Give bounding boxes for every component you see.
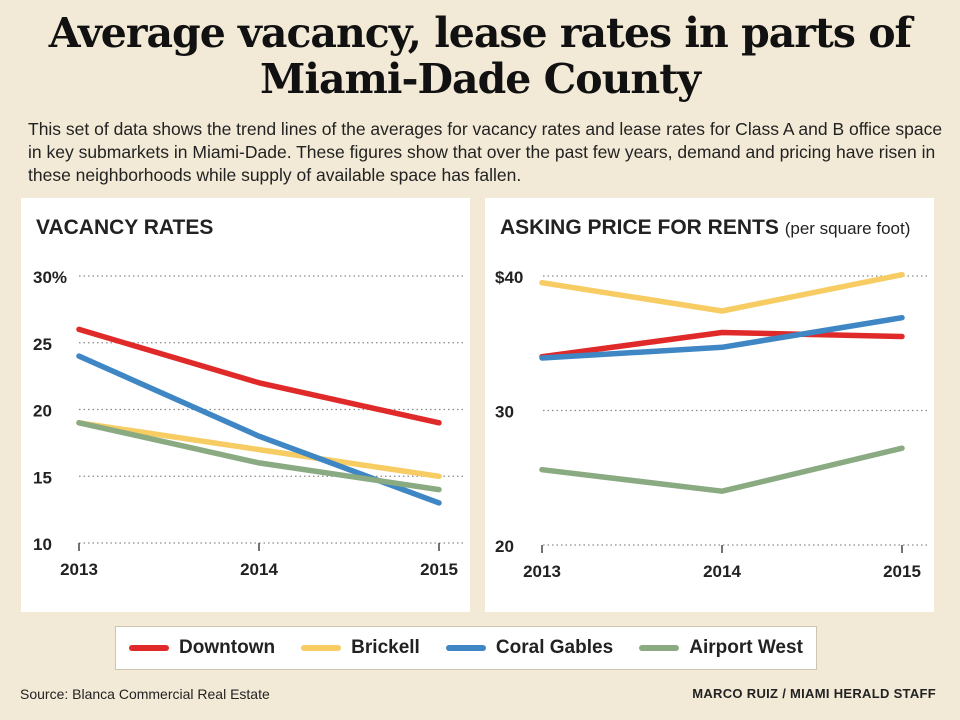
rent-point-coral-gables: [899, 315, 905, 321]
title-line-2: Miami-Dade County: [259, 55, 701, 103]
vacancy-ytick-label: 25: [33, 335, 52, 354]
vacancy-rates-panel: VACANCY RATES 10 15 20 25 30% 2013 2014 2015: [21, 198, 470, 612]
legend-item-downtown: Downtown: [129, 637, 275, 659]
rent-point-brickell: [719, 308, 725, 314]
vacancy-line-downtown: [76, 326, 442, 426]
vacancy-point-brickell: [256, 447, 262, 453]
vacancy-point-coral-gables: [76, 353, 82, 359]
legend-item-coral-gables: Coral Gables: [445, 637, 614, 659]
rent-point-coral-gables: [719, 344, 725, 350]
asking-price-title-text: ASKING PRICE FOR RENTS: [500, 216, 779, 239]
rent-xtick-label: 2014: [703, 562, 741, 581]
vacancy-line-airport-west: [76, 420, 442, 493]
vacancy-point-downtown: [256, 380, 262, 386]
vacancy-rates-chart: 10 15 20 25 30% 2013 2014 2015: [33, 268, 463, 579]
rent-ytick-label: $40: [495, 268, 523, 287]
rent-xtick-label: 2013: [523, 562, 561, 581]
rent-ytick-label: 20: [495, 537, 514, 556]
asking-price-title: ASKING PRICE FOR RENTS (per square foot): [500, 216, 910, 240]
vacancy-point-airport-west: [436, 487, 442, 493]
rent-point-downtown: [899, 334, 905, 339]
vacancy-point-coral-gables: [436, 500, 442, 506]
vacancy-rates-title: VACANCY RATES: [36, 216, 213, 240]
rent-point-airport-west: [539, 467, 545, 473]
vacancy-rates-title-text: VACANCY RATES: [36, 216, 214, 239]
vacancy-xtick-label: 2015: [420, 560, 458, 579]
rent-point-airport-west: [719, 488, 725, 494]
asking-price-chart: 20 30 $40 2013 2014 2015: [495, 268, 927, 581]
legend-item-airport-west: Airport West: [639, 637, 803, 659]
vacancy-point-airport-west: [256, 460, 262, 466]
vacancy-ytick-label: 10: [33, 535, 52, 554]
rent-ytick-label: 30: [495, 403, 514, 422]
vacancy-point-downtown: [76, 326, 82, 332]
legend-label-airport-west: Airport West: [689, 637, 803, 658]
asking-price-subtitle: (per square foot): [784, 219, 911, 238]
legend-swatch-airport-west: [639, 645, 680, 651]
vacancy-xtick-label: 2014: [240, 560, 278, 579]
vacancy-ytick-label: 20: [33, 402, 52, 421]
legend: Downtown Brickell Coral Gables Airport W…: [115, 626, 817, 670]
legend-label-downtown: Downtown: [179, 637, 276, 658]
rent-line-airport-west: [539, 445, 905, 494]
vacancy-ytick-label: 15: [33, 468, 52, 487]
rent-point-brickell: [539, 280, 545, 286]
rent-xtick-label: 2015: [883, 562, 921, 581]
rent-point-airport-west: [899, 445, 905, 451]
vacancy-point-brickell: [436, 473, 442, 479]
legend-label-coral-gables: Coral Gables: [495, 637, 614, 658]
rent-point-brickell: [899, 272, 905, 278]
chart-title: Average vacancy, lease rates in parts of…: [0, 10, 960, 102]
vacancy-point-coral-gables: [256, 433, 262, 439]
rent-line-brickell: [539, 271, 905, 314]
source-note: Source: Blanca Commercial Real Estate: [20, 686, 270, 702]
title-line-1: Average vacancy, lease rates in parts of: [48, 9, 912, 57]
legend-swatch-coral-gables: [445, 645, 486, 651]
vacancy-point-airport-west: [76, 420, 82, 426]
legend-item-brickell: Brickell: [301, 637, 420, 659]
credit-note: MARCO RUIZ / MIAMI HERALD STAFF: [692, 686, 936, 701]
rent-point-coral-gables: [539, 355, 545, 361]
vacancy-xtick-label: 2013: [60, 560, 98, 579]
vacancy-ytick-label: 30%: [33, 268, 67, 287]
rent-point-downtown: [719, 330, 725, 335]
asking-price-panel: ASKING PRICE FOR RENTS (per square foot)…: [485, 198, 934, 612]
description: This set of data shows the trend lines o…: [28, 119, 943, 185]
legend-label-brickell: Brickell: [351, 637, 420, 658]
legend-swatch-downtown: [129, 645, 170, 651]
vacancy-point-downtown: [436, 420, 442, 426]
legend-swatch-brickell: [301, 645, 342, 651]
